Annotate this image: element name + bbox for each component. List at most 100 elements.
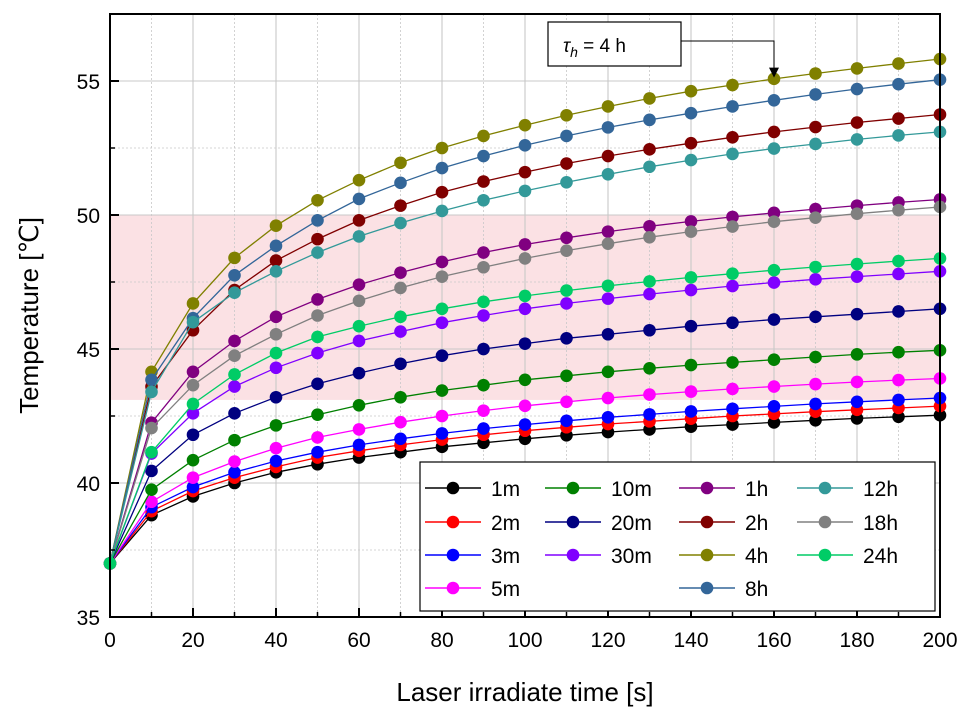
data-point-10m — [477, 378, 490, 392]
data-point-2h — [435, 185, 449, 199]
data-point-20m — [643, 323, 656, 337]
legend-swatch-marker — [818, 515, 832, 529]
data-point-20m — [767, 313, 781, 326]
data-point-12h — [145, 385, 158, 399]
data-point-30m — [601, 292, 615, 305]
legend-item-4h: 4h — [679, 545, 768, 568]
data-point-8h — [435, 161, 449, 175]
legend-swatch-marker — [700, 581, 714, 595]
data-point-20m — [809, 310, 822, 324]
data-point-1h — [269, 310, 283, 324]
data-point-18h — [269, 327, 283, 341]
data-point-2h — [684, 136, 698, 150]
legend-label: 3m — [491, 545, 520, 568]
data-point-20m — [850, 307, 864, 321]
data-point-4h — [518, 118, 532, 132]
data-point-12h — [228, 286, 241, 300]
x-tick-label: 160 — [756, 629, 791, 652]
data-point-30m — [767, 276, 781, 289]
data-point-3m — [892, 393, 905, 407]
data-point-5m — [767, 380, 781, 393]
data-point-2h — [352, 214, 366, 227]
data-point-5m — [560, 395, 573, 409]
data-point-8h — [892, 77, 905, 91]
data-point-10m — [809, 350, 822, 364]
data-point-24h — [684, 271, 698, 284]
data-point-3m — [767, 400, 781, 413]
data-point-5m — [850, 375, 864, 389]
data-point-18h — [643, 230, 656, 244]
data-point-3m — [850, 395, 864, 409]
data-point-30m — [892, 267, 905, 281]
y-tick-label: 35 — [77, 607, 100, 630]
data-point-1m — [892, 410, 905, 424]
annotation-text: τh = 4 h — [563, 36, 626, 60]
data-point-3m — [186, 480, 200, 494]
data-point-20m — [560, 331, 573, 345]
data-point-24h — [352, 319, 366, 333]
data-point-8h — [767, 93, 781, 107]
legend-label: 12h — [863, 478, 898, 501]
legend-swatch-marker — [818, 548, 832, 562]
legend-item-8h: 8h — [679, 578, 768, 601]
data-point-3m — [560, 414, 573, 428]
data-point-10m — [767, 353, 781, 367]
data-point-18h — [892, 203, 905, 217]
data-point-1h — [643, 219, 656, 233]
data-point-8h — [560, 129, 573, 143]
y-tick-label: 50 — [77, 205, 100, 228]
data-point-30m — [435, 316, 449, 330]
data-point-10m — [518, 373, 532, 387]
legend-swatch-marker — [446, 515, 460, 529]
data-point-18h — [394, 281, 407, 295]
data-point-12h — [186, 315, 200, 329]
legend-swatch-marker — [700, 515, 714, 529]
data-point-5m — [643, 388, 656, 401]
data-point-5m — [228, 455, 241, 468]
data-point-20m — [684, 319, 698, 333]
legend-label: 4h — [745, 545, 768, 568]
data-point-1h — [726, 210, 739, 224]
data-point-20m — [726, 316, 739, 330]
data-point-4h — [186, 297, 200, 310]
data-point-30m — [477, 309, 490, 322]
legend-swatch-marker — [700, 548, 714, 562]
x-tick-label: 200 — [922, 629, 957, 652]
data-point-2h — [892, 112, 905, 125]
data-point-5m — [684, 385, 698, 398]
data-point-18h — [435, 270, 449, 283]
data-point-10m — [892, 345, 905, 359]
data-point-24h — [145, 445, 158, 459]
data-point-30m — [643, 287, 656, 301]
data-point-8h — [394, 176, 407, 190]
data-point-10m — [684, 358, 698, 372]
data-point-20m — [145, 464, 158, 478]
data-point-30m — [850, 270, 864, 283]
data-point-8h — [228, 269, 241, 282]
data-point-1h — [477, 246, 490, 259]
data-point-18h — [560, 244, 573, 257]
data-point-12h — [269, 264, 283, 278]
x-tick-label: 40 — [264, 629, 287, 652]
legend-item-10m: 10m — [545, 478, 652, 501]
data-point-18h — [726, 220, 739, 233]
x-tick-label: 20 — [181, 629, 204, 652]
legend-swatch-marker — [818, 481, 832, 495]
data-point-18h — [684, 225, 698, 238]
data-point-3m — [601, 411, 615, 424]
data-point-10m — [311, 408, 324, 421]
data-point-8h — [601, 121, 615, 134]
data-point-20m — [477, 342, 490, 356]
data-point-30m — [726, 279, 739, 293]
data-point-10m — [643, 361, 656, 375]
x-tick-label: 140 — [673, 629, 708, 652]
data-point-2h — [726, 130, 739, 144]
data-point-18h — [809, 211, 822, 224]
x-tick-label: 60 — [347, 629, 370, 652]
data-point-8h — [269, 239, 283, 253]
data-point-18h — [518, 252, 532, 265]
legend-item-18h: 18h — [797, 512, 898, 535]
data-point-5m — [809, 377, 822, 391]
data-point-5m — [518, 399, 532, 413]
legend-label: 8h — [745, 578, 768, 601]
